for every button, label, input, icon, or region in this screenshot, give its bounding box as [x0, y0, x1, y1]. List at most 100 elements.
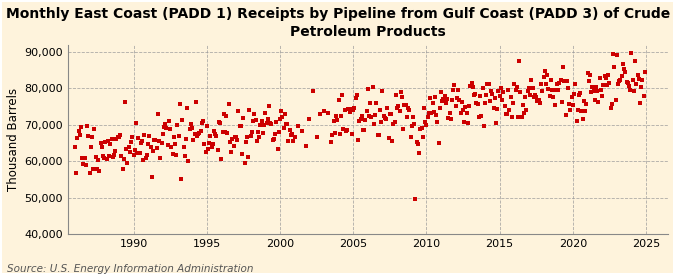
Point — [202, 147, 213, 151]
Point — [612, 53, 622, 57]
Point — [245, 134, 256, 138]
Point — [84, 171, 95, 176]
Point — [133, 136, 144, 141]
Point — [589, 98, 600, 102]
Point — [296, 129, 307, 133]
Point — [189, 132, 200, 136]
Point — [354, 118, 364, 123]
Point — [542, 73, 553, 78]
Point — [82, 124, 92, 128]
Point — [273, 129, 284, 134]
Point — [174, 101, 185, 106]
Point — [393, 104, 404, 108]
Point — [358, 128, 369, 132]
Point — [88, 167, 99, 172]
Point — [420, 119, 431, 124]
Point — [127, 135, 138, 139]
Point — [122, 160, 133, 165]
Point — [491, 121, 502, 125]
Point — [86, 135, 97, 139]
Point — [418, 106, 429, 111]
Point — [80, 163, 91, 167]
Point — [169, 142, 180, 146]
Point — [221, 114, 232, 119]
Point — [417, 134, 428, 139]
Point — [215, 121, 225, 125]
Point — [633, 77, 644, 82]
Point — [166, 145, 177, 149]
Point — [559, 79, 570, 84]
Point — [437, 98, 448, 103]
Point — [178, 145, 189, 150]
Point — [105, 142, 115, 147]
Point — [124, 144, 134, 149]
Point — [205, 133, 216, 138]
Point — [252, 129, 263, 134]
Point — [136, 138, 147, 143]
Point — [71, 171, 82, 175]
Point — [582, 71, 593, 75]
Point — [607, 102, 618, 106]
Point — [503, 88, 514, 93]
Point — [329, 131, 340, 135]
Point — [553, 88, 564, 92]
Point — [293, 124, 304, 128]
Point — [362, 87, 373, 91]
Point — [472, 102, 483, 106]
Point — [186, 122, 196, 126]
Point — [356, 114, 367, 119]
Point — [543, 87, 554, 91]
Point — [431, 113, 441, 117]
Point — [453, 88, 464, 92]
Point — [536, 81, 547, 86]
Point — [118, 157, 129, 162]
Point — [190, 100, 201, 104]
Point — [471, 101, 482, 106]
Point — [498, 89, 509, 94]
Point — [389, 120, 400, 124]
Point — [562, 78, 572, 83]
Point — [404, 108, 414, 112]
Point — [379, 116, 390, 120]
Point — [231, 135, 242, 140]
Point — [435, 106, 446, 110]
Point — [609, 65, 620, 70]
Point — [571, 119, 582, 123]
Point — [549, 103, 560, 107]
Point — [113, 135, 124, 139]
Point — [333, 98, 344, 103]
Point — [148, 148, 159, 153]
Point — [618, 62, 628, 66]
Point — [183, 159, 194, 164]
Point — [199, 142, 210, 146]
Point — [532, 99, 543, 104]
Point — [591, 85, 601, 89]
Point — [225, 140, 236, 144]
Point — [615, 78, 626, 82]
Point — [487, 92, 497, 96]
Point — [344, 110, 355, 115]
Point — [504, 108, 515, 112]
Point — [331, 114, 342, 118]
Point — [162, 143, 173, 147]
Point — [94, 169, 105, 174]
Point — [328, 119, 339, 124]
Point — [172, 122, 183, 127]
Point — [454, 98, 465, 103]
Point — [492, 107, 503, 111]
Point — [332, 118, 343, 122]
Point — [217, 130, 228, 134]
Point — [446, 116, 456, 121]
Point — [459, 120, 470, 124]
Point — [288, 138, 299, 143]
Point — [423, 111, 434, 115]
Point — [271, 120, 281, 124]
Point — [391, 93, 402, 97]
Point — [566, 95, 577, 99]
Point — [486, 89, 497, 93]
Point — [403, 106, 414, 110]
Point — [597, 94, 608, 98]
Point — [284, 128, 295, 132]
Point — [327, 133, 338, 137]
Point — [398, 126, 408, 131]
